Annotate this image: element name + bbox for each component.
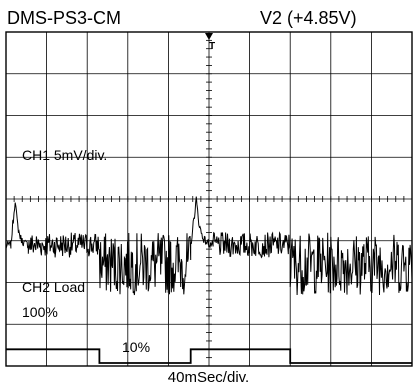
plot-frame — [5, 31, 413, 367]
traces — [5, 196, 413, 364]
timebase-label: 40mSec/div. — [167, 369, 250, 386]
ch2-high-level-label: 100% — [22, 304, 58, 320]
rail-title: V2 (+4.85V) — [260, 8, 357, 28]
grid — [5, 31, 413, 367]
ch1-trace — [5, 196, 413, 296]
ch2-low-level-label: 10% — [122, 339, 150, 355]
model-title: DMS-PS3-CM — [7, 8, 122, 28]
trigger-marker-label: T — [209, 41, 215, 52]
trigger-marker: T — [205, 33, 215, 52]
ch2-label: CH2 Load — [22, 279, 85, 295]
trigger-arrow — [205, 33, 213, 40]
ch1-label: CH1 5mV/div. — [22, 147, 107, 163]
ch2-trace — [6, 348, 412, 364]
